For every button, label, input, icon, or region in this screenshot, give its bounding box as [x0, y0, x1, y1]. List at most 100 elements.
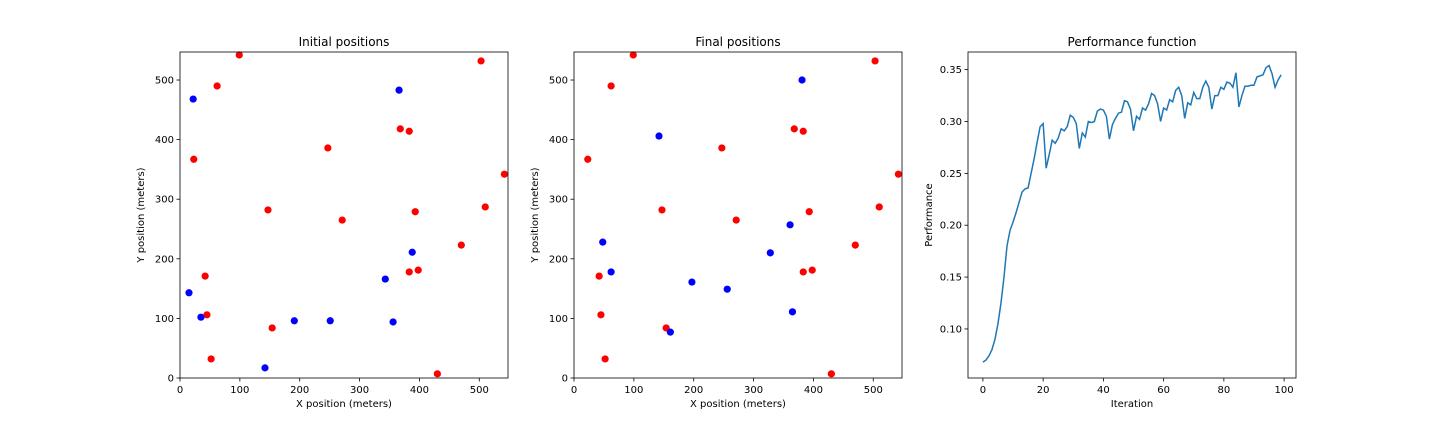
point — [658, 206, 666, 214]
y-axis-label: Y position (meters) — [136, 167, 147, 263]
point — [655, 132, 663, 140]
point — [595, 272, 603, 280]
point — [808, 266, 816, 274]
point — [185, 289, 193, 297]
y-tick-label: 0.25 — [940, 169, 962, 180]
y-tick-label: 100 — [549, 314, 568, 325]
y-tick-label: 200 — [549, 254, 568, 265]
x-tick-label: 300 — [350, 385, 369, 396]
point — [189, 95, 197, 103]
point — [799, 127, 807, 135]
point — [799, 268, 807, 276]
point — [326, 317, 334, 325]
point — [264, 206, 272, 214]
x-tick-label: 200 — [684, 385, 703, 396]
y-tick-label: 0.15 — [940, 273, 962, 284]
x-tick-label: 200 — [290, 385, 309, 396]
y-tick-label: 0.30 — [940, 117, 962, 128]
axes-frame — [179, 51, 509, 379]
x-axis-label: X position (meters) — [296, 399, 392, 410]
point — [190, 155, 198, 163]
point — [433, 370, 441, 378]
point — [213, 82, 221, 90]
point — [207, 355, 215, 363]
point — [732, 216, 740, 224]
x-tick-label: 20 — [1037, 385, 1050, 396]
y-tick-label: 0 — [168, 374, 174, 385]
point — [805, 208, 813, 216]
point — [718, 144, 726, 152]
point — [798, 76, 806, 84]
point — [268, 324, 276, 332]
x-tick-label: 0 — [177, 385, 183, 396]
x-tick-label: 40 — [1097, 385, 1110, 396]
x-tick-label: 100 — [230, 385, 249, 396]
point — [235, 51, 243, 59]
y-tick-label: 400 — [155, 135, 174, 146]
point — [607, 268, 615, 276]
point — [786, 221, 794, 229]
point — [599, 238, 607, 246]
x-tick-label: 80 — [1217, 385, 1230, 396]
point — [790, 125, 798, 133]
x-tick-label: 500 — [470, 385, 489, 396]
point — [766, 249, 774, 257]
x-tick-label: 400 — [410, 385, 429, 396]
point — [500, 170, 509, 178]
x-tick-label: 100 — [1275, 385, 1294, 396]
x-tick-label: 300 — [744, 385, 763, 396]
x-axis-label: Iteration — [1111, 399, 1153, 410]
point — [261, 364, 269, 372]
y-tick-label: 0.20 — [940, 221, 962, 232]
axes-frame — [967, 51, 1297, 379]
point — [324, 144, 332, 152]
point — [381, 275, 389, 283]
y-tick-label: 200 — [155, 254, 174, 265]
x-tick-label: 500 — [864, 385, 883, 396]
point — [851, 241, 859, 249]
point — [389, 318, 397, 326]
point — [875, 203, 883, 211]
point — [395, 86, 403, 94]
point — [290, 317, 298, 325]
x-tick-label: 60 — [1157, 385, 1170, 396]
y-tick-label: 0.35 — [940, 65, 962, 76]
y-tick-label: 300 — [549, 195, 568, 206]
point — [666, 328, 674, 336]
point — [723, 285, 731, 293]
y-axis-label: Y position (meters) — [530, 167, 541, 263]
point — [629, 51, 637, 59]
point — [597, 311, 605, 319]
point — [601, 355, 609, 363]
point — [457, 241, 465, 249]
point — [405, 127, 413, 135]
point — [197, 313, 205, 321]
y-tick-label: 300 — [155, 195, 174, 206]
point — [688, 278, 696, 286]
point — [203, 311, 211, 319]
point — [481, 203, 489, 211]
chart-title: Initial positions — [299, 35, 390, 49]
y-tick-label: 0 — [562, 374, 568, 385]
y-axis-label: Performance — [924, 183, 935, 246]
point — [338, 216, 346, 224]
point — [201, 272, 209, 280]
point — [871, 57, 879, 65]
point — [477, 57, 485, 65]
point — [414, 266, 422, 274]
x-tick-label: 0 — [980, 385, 986, 396]
y-tick-label: 100 — [155, 314, 174, 325]
line — [982, 64, 1282, 363]
point — [411, 208, 419, 216]
point — [396, 125, 404, 133]
y-tick-label: 500 — [549, 76, 568, 87]
x-axis-label: X position (meters) — [690, 399, 786, 410]
chart-title: Performance function — [1068, 35, 1197, 49]
point — [827, 370, 835, 378]
y-tick-label: 400 — [549, 135, 568, 146]
point — [408, 248, 416, 256]
point — [894, 170, 903, 178]
x-tick-label: 100 — [624, 385, 643, 396]
